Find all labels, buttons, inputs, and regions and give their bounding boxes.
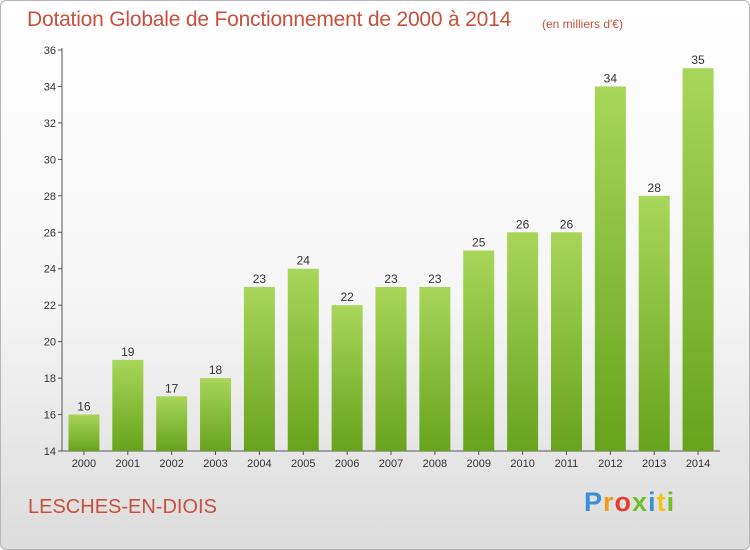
logo-letter: x (632, 487, 649, 517)
x-tick-label: 2013 (642, 458, 666, 470)
x-tick-label: 2012 (598, 458, 622, 470)
x-tick-label: 2001 (116, 458, 140, 470)
x-tick-label: 2014 (686, 458, 710, 470)
logo-letter: o (614, 487, 633, 517)
bar-value-label: 26 (516, 217, 530, 231)
bar (638, 195, 670, 451)
bar-value-label: 18 (209, 363, 223, 377)
bar-value-label: 23 (384, 272, 398, 286)
y-tick-label: 34 (44, 81, 56, 93)
bar (112, 359, 144, 451)
bar-value-label: 16 (77, 400, 91, 414)
bar-value-label: 23 (428, 272, 442, 286)
y-tick-label: 20 (44, 337, 56, 349)
y-tick-label: 30 (44, 154, 56, 166)
chart-title: Dotation Globale de Fonctionnement de 20… (27, 8, 512, 31)
y-tick-label: 26 (44, 227, 56, 239)
bar (200, 378, 232, 451)
bar (156, 396, 188, 451)
logo-letter: r (603, 487, 615, 517)
bar-value-label: 28 (648, 181, 662, 195)
bar (419, 286, 451, 451)
x-tick-label: 2011 (555, 458, 579, 470)
y-tick-label: 16 (44, 410, 56, 422)
bar-value-label: 17 (165, 381, 179, 395)
bar (68, 414, 100, 451)
bar (243, 286, 275, 451)
x-tick-label: 2002 (159, 458, 183, 470)
bar-value-label: 35 (691, 53, 705, 67)
y-tick-label: 32 (44, 118, 56, 130)
x-tick-label: 2003 (203, 458, 227, 470)
bar (375, 286, 407, 451)
y-tick-label: 14 (44, 446, 56, 458)
y-tick-label: 24 (44, 264, 56, 276)
bar (507, 232, 539, 451)
y-tick-label: 18 (44, 373, 56, 385)
y-tick-label: 36 (44, 45, 56, 57)
bar (463, 250, 495, 451)
bar-value-label: 26 (560, 217, 574, 231)
logo-letter: i (666, 487, 676, 517)
x-tick-label: 2006 (335, 458, 359, 470)
x-tick-label: 2005 (291, 458, 315, 470)
commune-name: LESCHES-EN-DIOIS (28, 496, 217, 518)
y-tick-label: 22 (44, 300, 56, 312)
x-tick-label: 2008 (423, 458, 447, 470)
bar-value-label: 23 (253, 272, 267, 286)
bar-value-label: 19 (121, 345, 135, 359)
logo-letter: i (648, 487, 657, 517)
x-tick-label: 2007 (379, 458, 403, 470)
bar (331, 305, 363, 451)
bar-value-label: 24 (297, 254, 311, 268)
x-tick-label: 2000 (72, 458, 96, 470)
bar (594, 86, 626, 452)
bar-value-label: 22 (340, 290, 354, 304)
x-tick-label: 2004 (247, 458, 271, 470)
bar-value-label: 34 (604, 71, 618, 85)
bar (682, 68, 714, 452)
y-tick-label: 28 (44, 191, 56, 203)
bar-value-label: 25 (472, 236, 486, 250)
logo-letter: t (656, 487, 667, 517)
logo-letter: P (584, 487, 604, 517)
chart-subtitle: (en milliers d'€) (542, 17, 623, 31)
proxiti-logo: Proxiti (584, 487, 675, 518)
bar (550, 232, 582, 451)
bar (287, 268, 319, 451)
x-tick-label: 2009 (466, 458, 490, 470)
x-tick-label: 2010 (510, 458, 534, 470)
